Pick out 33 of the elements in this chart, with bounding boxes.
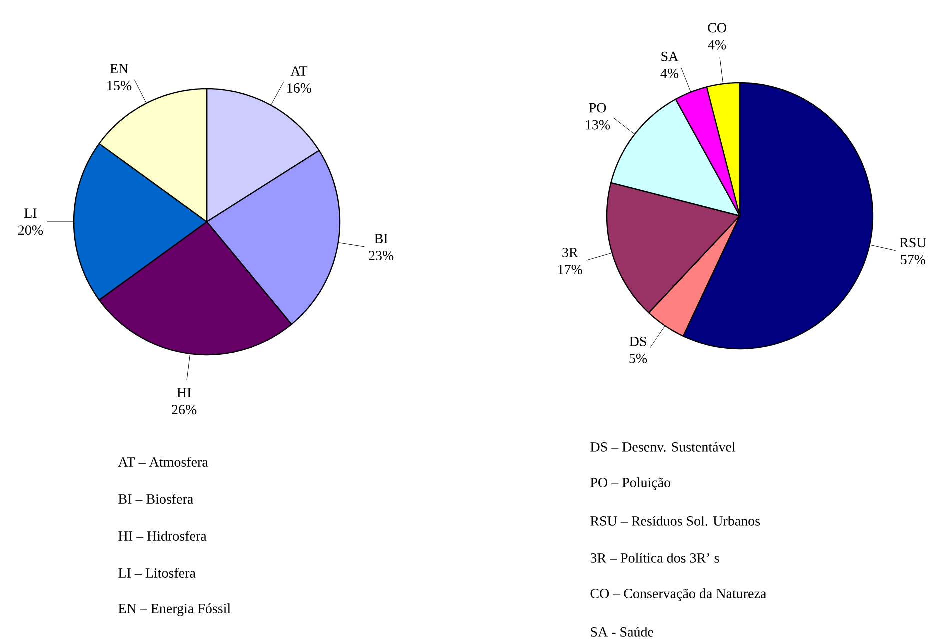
slice-label: CO (708, 23, 726, 33)
text: HI – Hidrosfera (118, 530, 207, 541)
text: RSU – Resíduos Sol. Urbanos (590, 516, 760, 526)
slice-label: HI (177, 388, 192, 398)
slice-label: 3R (562, 248, 578, 258)
data-label: 4% (660, 68, 679, 78)
slice-label: DS (630, 336, 646, 346)
text: 3R – Política dos 3R’ s (590, 553, 720, 563)
data-label: 15% (108, 81, 132, 91)
text: CO – Conservação da Natureza (590, 588, 767, 602)
text: EN – Energia Fóssil (118, 604, 231, 616)
data-label: 4% (708, 40, 726, 50)
slice-label: AT (290, 66, 308, 76)
data-label: 23% (369, 251, 394, 261)
slice-label: BI (374, 234, 388, 244)
data-label: 16% (288, 84, 312, 94)
text: PO – Poluição (590, 478, 671, 490)
data-label: 26% (172, 405, 197, 415)
slice-label: RSU (900, 238, 926, 248)
slice-label: SA (662, 52, 679, 62)
data-label: 20% (18, 226, 44, 236)
slice-label: EN (110, 64, 128, 74)
data-label: 17% (558, 264, 583, 274)
text: BI – Biosfera (118, 494, 194, 504)
text: SA - Saúde (591, 627, 654, 637)
text: LI – Litosfera (118, 568, 196, 578)
text: DS – Desenv. Sustentável (590, 442, 736, 452)
slice-label: PO (589, 103, 606, 113)
data-label: 57% (901, 255, 926, 265)
data-label: 5% (630, 354, 648, 364)
text: AT – Atmosfera (118, 456, 208, 467)
slice-label: LI (24, 208, 37, 218)
data-label: 13% (586, 120, 610, 130)
